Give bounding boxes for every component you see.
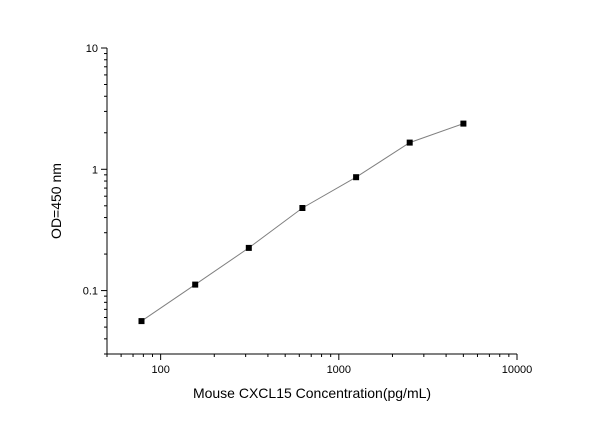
x-tick-label: 10000: [502, 364, 533, 376]
series-line: [141, 123, 464, 322]
data-point: [460, 120, 467, 127]
series-layer: [138, 120, 467, 325]
axes: [106, 48, 517, 355]
data-point: [406, 139, 413, 146]
data-point: [299, 205, 306, 211]
y-tick-label: 10: [86, 43, 98, 55]
y-axis-label: OD=450 nm: [48, 163, 64, 239]
x-tick-label: 1000: [327, 364, 351, 376]
y-tick-label: 0.1: [83, 286, 98, 298]
y-ticks: 0.1 1 10: [83, 43, 107, 355]
data-point: [138, 318, 145, 325]
data-point: [245, 244, 252, 251]
x-ticks: 100 1000 10000: [106, 354, 533, 376]
y-tick-label: 1: [92, 164, 98, 176]
x-tick-label: 100: [151, 364, 169, 376]
data-point: [192, 281, 199, 288]
x-axis-label: Mouse CXCL15 Concentration(pg/mL): [193, 385, 431, 401]
data-point: [353, 174, 360, 181]
